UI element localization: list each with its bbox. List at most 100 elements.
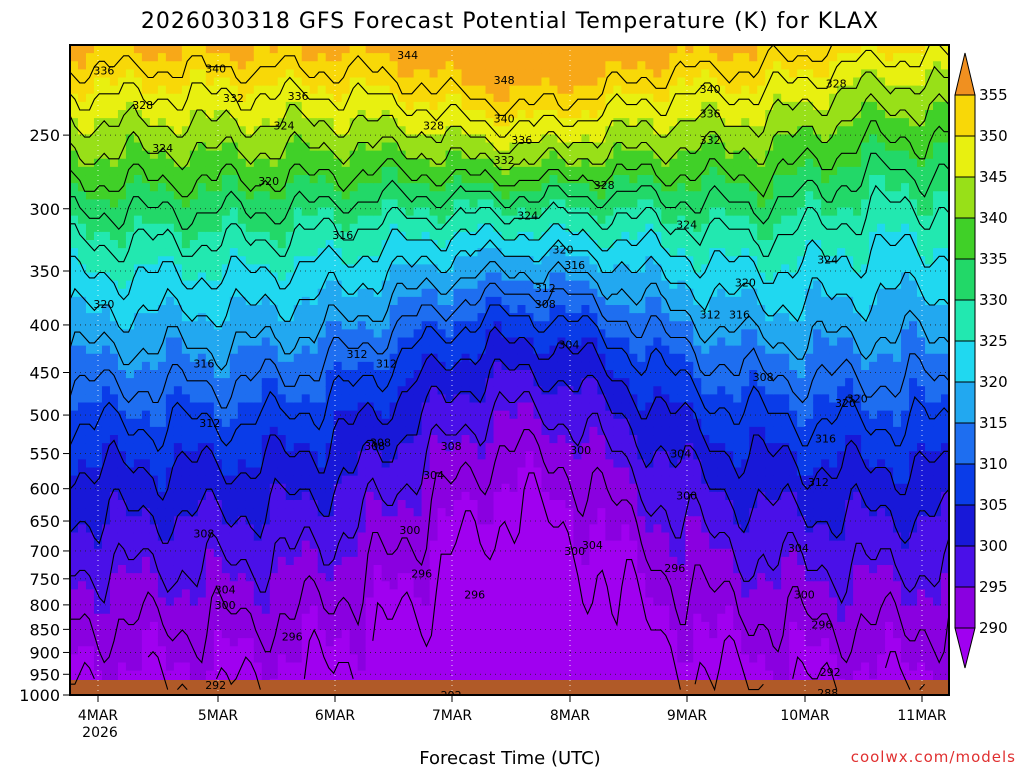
field-cell bbox=[133, 101, 143, 111]
field-cell bbox=[381, 516, 391, 525]
field-cell bbox=[173, 142, 183, 152]
field-cell bbox=[293, 126, 303, 135]
field-cell bbox=[149, 670, 159, 680]
field-cell bbox=[229, 532, 239, 542]
field-cell bbox=[181, 613, 191, 623]
field-cell bbox=[325, 199, 335, 209]
field-cell bbox=[269, 581, 279, 590]
field-cell bbox=[549, 264, 559, 274]
field-cell bbox=[381, 231, 391, 241]
field-cell bbox=[501, 426, 511, 436]
field-cell bbox=[237, 175, 247, 184]
field-cell bbox=[461, 654, 471, 664]
field-cell bbox=[317, 150, 327, 160]
field-cell bbox=[301, 475, 311, 485]
field-cell bbox=[197, 426, 207, 436]
field-cell bbox=[469, 662, 479, 672]
field-cell bbox=[133, 621, 143, 631]
field-cell bbox=[165, 451, 175, 460]
field-cell bbox=[445, 589, 455, 599]
field-cell bbox=[445, 191, 455, 200]
field-cell bbox=[509, 491, 519, 501]
field-cell bbox=[493, 101, 503, 111]
field-cell bbox=[485, 215, 495, 225]
field-cell bbox=[77, 548, 87, 558]
field-cell bbox=[413, 158, 423, 168]
field-cell bbox=[205, 516, 215, 525]
field-cell bbox=[237, 93, 247, 103]
field-cell bbox=[517, 329, 527, 339]
field-cell bbox=[125, 540, 135, 550]
field-cell bbox=[133, 589, 143, 599]
field-cell bbox=[245, 272, 255, 282]
field-cell bbox=[381, 126, 391, 135]
field-cell bbox=[405, 126, 415, 135]
field-cell bbox=[557, 191, 567, 200]
field-cell bbox=[541, 166, 551, 176]
field-cell bbox=[477, 313, 487, 322]
field-cell bbox=[525, 386, 535, 395]
field-cell bbox=[533, 77, 543, 87]
field-cell bbox=[181, 475, 191, 485]
field-cell bbox=[533, 418, 543, 428]
field-cell bbox=[549, 459, 559, 469]
field-cell bbox=[189, 605, 199, 615]
field-cell bbox=[189, 573, 199, 582]
field-cell bbox=[93, 402, 103, 412]
field-cell bbox=[253, 175, 263, 184]
field-cell bbox=[501, 662, 511, 672]
field-cell bbox=[525, 199, 535, 209]
field-cell bbox=[341, 45, 351, 54]
field-cell bbox=[125, 118, 135, 127]
field-cell bbox=[149, 240, 159, 249]
field-cell bbox=[381, 605, 391, 615]
field-cell bbox=[373, 53, 383, 62]
field-cell bbox=[213, 215, 223, 225]
field-cell bbox=[133, 353, 143, 363]
field-cell bbox=[445, 605, 455, 615]
field-cell bbox=[429, 548, 439, 558]
field-cell bbox=[277, 573, 287, 582]
field-cell bbox=[93, 410, 103, 420]
field-cell bbox=[85, 443, 95, 452]
field-cell bbox=[157, 142, 167, 152]
field-cell bbox=[477, 288, 487, 298]
field-cell bbox=[349, 345, 359, 355]
field-cell bbox=[365, 256, 375, 265]
field-cell bbox=[117, 199, 127, 209]
field-cell bbox=[325, 272, 335, 282]
field-cell bbox=[117, 248, 127, 257]
field-cell bbox=[405, 451, 415, 460]
field-cell bbox=[533, 264, 543, 274]
field-cell bbox=[213, 540, 223, 550]
field-cell bbox=[157, 475, 167, 485]
field-cell bbox=[501, 451, 511, 460]
field-cell bbox=[517, 264, 527, 274]
field-cell bbox=[549, 565, 559, 574]
field-cell bbox=[245, 451, 255, 460]
field-cell bbox=[557, 418, 567, 428]
field-cell bbox=[109, 361, 119, 371]
field-cell bbox=[381, 313, 391, 322]
field-cell bbox=[365, 556, 375, 566]
field-cell bbox=[517, 467, 527, 477]
field-cell bbox=[237, 451, 247, 460]
field-cell bbox=[525, 345, 535, 355]
field-cell bbox=[365, 508, 375, 517]
field-cell bbox=[181, 573, 191, 582]
field-cell bbox=[165, 548, 175, 558]
field-cell bbox=[229, 565, 239, 574]
field-cell bbox=[309, 53, 319, 62]
field-cell bbox=[229, 61, 239, 70]
field-cell bbox=[389, 662, 399, 672]
field-cell bbox=[397, 589, 407, 599]
field-cell bbox=[349, 199, 359, 209]
field-cell bbox=[517, 443, 527, 452]
field-cell bbox=[413, 443, 423, 452]
field-cell bbox=[245, 231, 255, 241]
field-cell bbox=[109, 345, 119, 355]
field-cell bbox=[229, 280, 239, 290]
field-cell bbox=[125, 589, 135, 599]
field-cell bbox=[173, 654, 183, 664]
field-cell bbox=[85, 402, 95, 412]
